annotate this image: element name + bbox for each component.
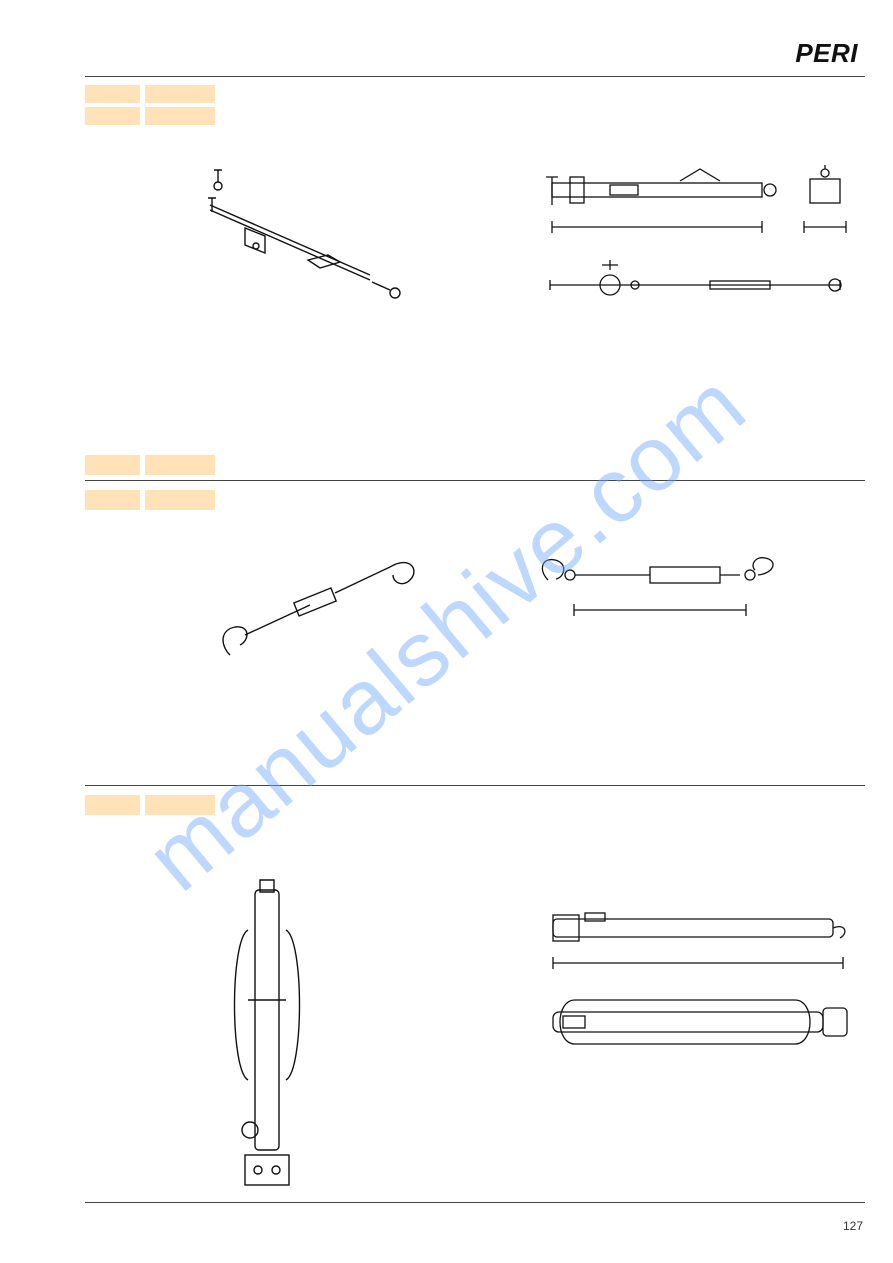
sec3-figure-elev-side (545, 905, 855, 980)
sec1-figure-elev-side (540, 165, 860, 245)
sec1-figure-elev-top (540, 250, 850, 320)
header-rule (85, 76, 865, 77)
sec1-figure-iso (190, 150, 410, 310)
sec3-figure-iso (210, 870, 330, 1200)
sec3-figure-elev-top (545, 990, 855, 1065)
sec2-separator (85, 785, 865, 786)
page-number: 127 (843, 1219, 863, 1233)
sec2-figure-elev (540, 555, 850, 630)
sec1-table-stub (85, 85, 215, 125)
brand-logo: PERI (788, 34, 865, 72)
page: PERI (0, 0, 893, 1263)
sec2-figure-iso (215, 545, 425, 675)
sec3-table-stub (85, 795, 215, 815)
brand-label: PERI (795, 38, 858, 68)
sec1-separator (85, 480, 865, 481)
footer-rule (85, 1202, 865, 1203)
sec2-table-stub-top (85, 455, 215, 475)
sec2-table-stub-header (85, 490, 215, 510)
